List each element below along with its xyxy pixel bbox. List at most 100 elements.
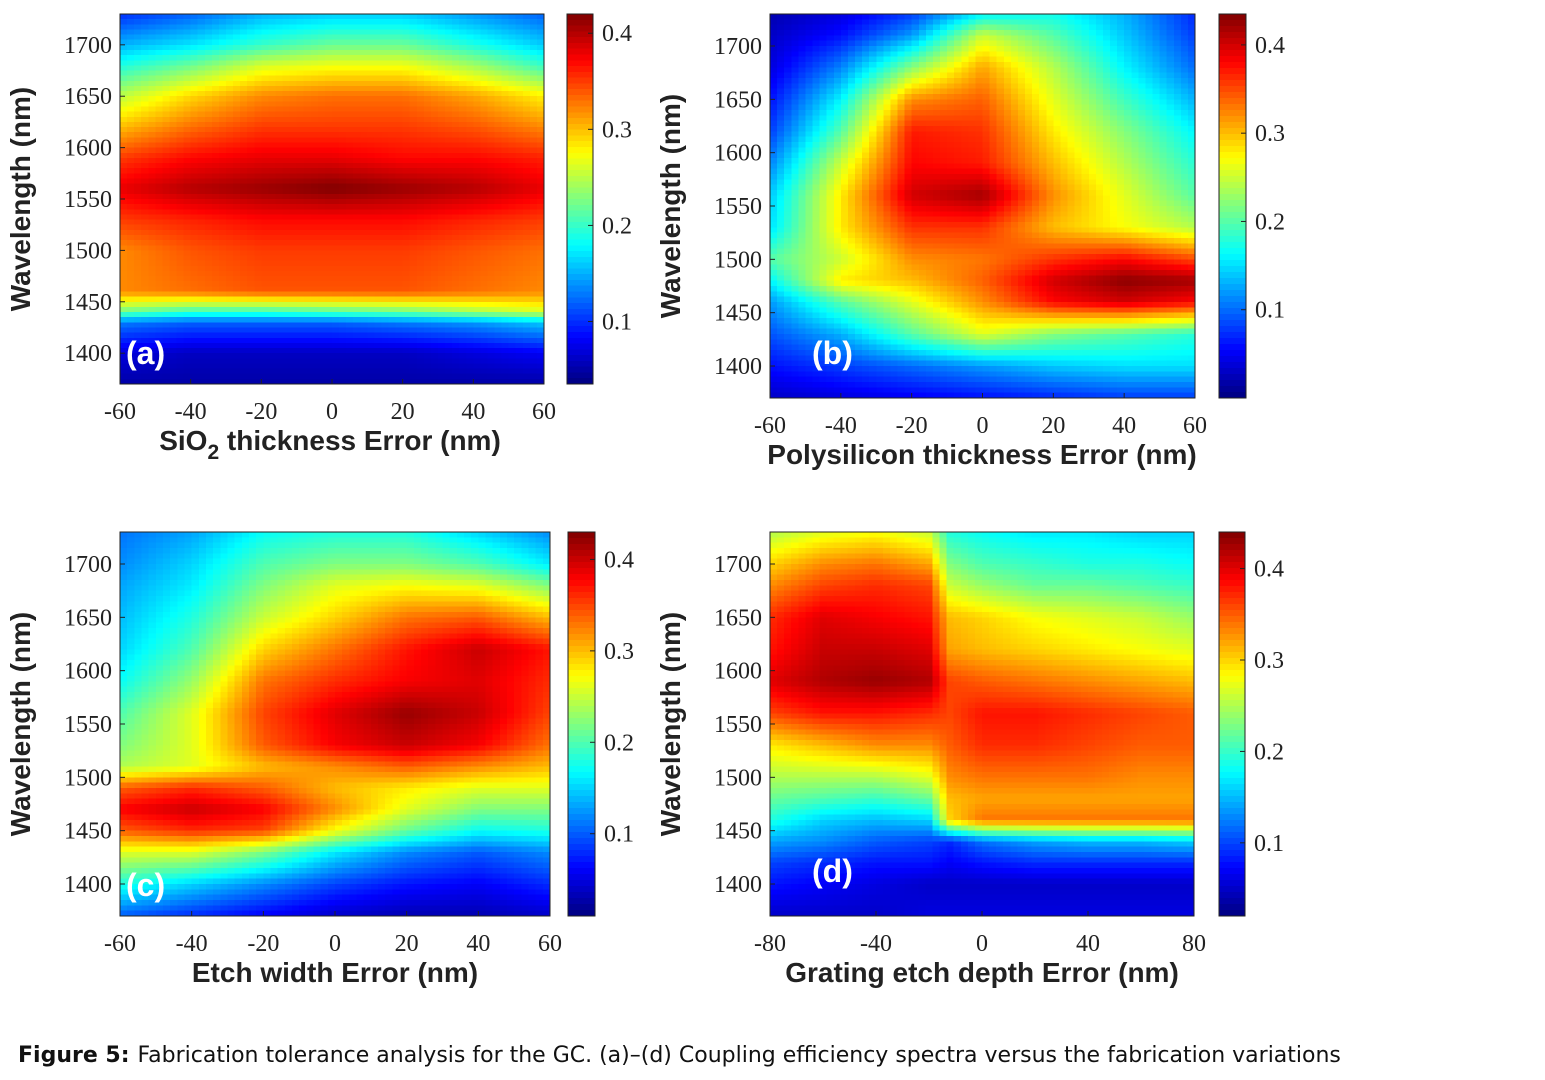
heatmap-cell (374, 291, 383, 298)
heatmap-cell (402, 91, 411, 97)
heatmap-cell (770, 334, 778, 340)
heatmap-cell (204, 142, 213, 149)
heatmap-cell (197, 178, 206, 185)
heatmap-cell (508, 234, 517, 241)
heatmap-cell (438, 55, 446, 61)
heatmap-cell (148, 157, 156, 164)
heatmap-cell (416, 204, 425, 210)
heatmap-cell (247, 291, 255, 298)
heatmap-cell (204, 85, 213, 92)
heatmap-cell (324, 337, 333, 344)
heatmap-cell (466, 147, 474, 154)
heatmap-cell (176, 378, 185, 385)
heatmap-cell (268, 255, 277, 262)
heatmap-cell (777, 51, 785, 58)
heatmap-cell (134, 348, 142, 354)
heatmap-cell (777, 67, 785, 74)
heatmap-cell (226, 378, 234, 385)
heatmap-cell (211, 209, 220, 216)
heatmap-cell (805, 179, 814, 186)
heatmap-cell (169, 142, 178, 149)
heatmap-cell (204, 24, 213, 31)
heatmap-cell (197, 363, 206, 370)
heatmap-cell (190, 91, 199, 97)
heatmap-cell (402, 163, 411, 169)
heatmap-cell (501, 147, 510, 154)
heatmap-cell (466, 234, 474, 241)
heatmap-cell (360, 276, 368, 282)
heatmap-cell (197, 322, 206, 329)
heatmap-cell (430, 234, 439, 241)
heatmap-cell (416, 137, 425, 144)
x-tick-label: 0 (326, 399, 338, 425)
heatmap-cell (402, 111, 411, 118)
heatmap-cell (381, 281, 390, 287)
heatmap-cells (120, 14, 545, 385)
heatmap-cell (127, 204, 135, 210)
heatmap-cell (169, 147, 178, 154)
heatmap-cell (536, 270, 545, 277)
heatmap-cell (536, 34, 545, 41)
heatmap-cell (127, 224, 135, 231)
heatmap-cell (529, 65, 538, 72)
colorbar-step (567, 274, 593, 281)
heatmap-cell (197, 306, 206, 313)
heatmap-cell (416, 348, 425, 354)
heatmap-cell (473, 199, 481, 205)
heatmap-cell (374, 142, 383, 149)
heatmap-cell (190, 44, 199, 51)
heatmap-cell (353, 255, 361, 262)
heatmap-cell (346, 137, 354, 144)
heatmap-cell (508, 270, 517, 277)
heatmap-cell (176, 116, 185, 123)
heatmap-cell (289, 219, 298, 226)
heatmap-cell (487, 60, 496, 66)
heatmap-cell (777, 158, 785, 164)
heatmap-cell (819, 152, 828, 159)
heatmap-cell (452, 245, 460, 251)
heatmap-cell (332, 358, 340, 365)
heatmap-cell (812, 243, 821, 250)
heatmap-cell (416, 49, 425, 56)
heatmap-cell (805, 387, 814, 394)
heatmap-cell (148, 111, 156, 118)
heatmap-cell (183, 19, 192, 25)
heatmap-cell (275, 19, 284, 25)
heatmap-cell (332, 322, 340, 329)
heatmap-cell (798, 174, 807, 180)
heatmap-cell (522, 240, 531, 246)
heatmap-cell (777, 19, 785, 26)
heatmap-cell (233, 39, 241, 46)
heatmap-cell (211, 132, 220, 138)
heatmap-cell (169, 265, 178, 272)
heatmap-cell (381, 255, 390, 262)
heatmap-cell (430, 224, 439, 231)
heatmap-cell (522, 286, 531, 293)
heatmap-cell (529, 168, 538, 174)
heatmap-cell (190, 255, 199, 262)
heatmap-cell (176, 168, 185, 174)
heatmap-cell (289, 91, 298, 97)
heatmap-cell (770, 387, 778, 394)
heatmap-cell (501, 60, 510, 66)
heatmap-cell (416, 353, 425, 359)
heatmap-cell (346, 358, 354, 365)
heatmap-cell (416, 229, 425, 236)
heatmap-cell (522, 137, 531, 144)
heatmap-cell (148, 296, 156, 303)
heatmap-cell (226, 234, 234, 241)
heatmap-cell (176, 19, 185, 25)
heatmap-cell (268, 353, 277, 359)
heatmap-cell (430, 163, 439, 169)
heatmap-cell (339, 363, 347, 370)
heatmap-cell (459, 106, 467, 113)
heatmap-cell (508, 229, 517, 236)
heatmap-cell (367, 14, 375, 20)
heatmap-cell (134, 255, 142, 262)
heatmap-cell (332, 296, 340, 303)
heatmap-cell (120, 234, 128, 241)
heatmap-cell (197, 137, 206, 144)
heatmap-cell (494, 60, 503, 66)
heatmap-cell (791, 270, 799, 276)
y-tick-label: 1450 (64, 290, 112, 316)
